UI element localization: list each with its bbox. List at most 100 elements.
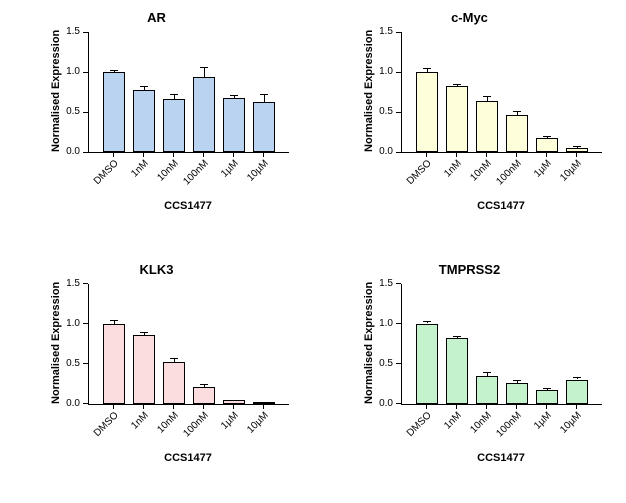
error-cap [573,377,581,378]
ytick-label: 1.5 [363,278,393,289]
xtick-mark [546,152,547,157]
ytick-label: 0.5 [363,358,393,369]
xtick-mark [456,404,457,409]
ytick-label: 0.0 [363,146,393,157]
error-cap [483,372,491,373]
bar [223,400,245,403]
xtick-mark [576,404,577,409]
error-cap [200,384,208,385]
chart-title: AR [0,10,313,25]
ytick-mark [83,363,88,364]
bar [163,99,185,152]
panel-klk3: KLK3Normalised Expression0.00.51.01.5DMS… [0,252,313,503]
chart-title: c-Myc [313,10,626,25]
chart-title: TMPRSS2 [313,262,626,277]
error-cap [200,67,208,68]
error-cap [230,400,238,401]
bar [193,387,215,404]
ytick-mark [396,112,401,113]
panel-c-myc: c-MycNormalised Expression0.00.51.01.5DM… [313,0,626,252]
x-axis-label: CCS1477 [88,200,288,212]
xtick-mark [426,152,427,157]
ytick-mark [83,403,88,404]
error-cap [483,96,491,97]
xtick-mark [203,152,204,157]
bar [416,324,438,404]
y-axis-label: Normalised Expression [50,284,62,404]
bar [446,338,468,404]
ytick-label: 0.0 [50,398,80,409]
error-cap [573,146,581,147]
bar [193,77,215,152]
error-cap [453,84,461,85]
panel-tmprss2: TMPRSS2 Normalised Expression0.0 0.5 1.0 1.5… [313,252,626,503]
error-cap [543,136,551,137]
ytick-label: 0.0 [50,146,80,157]
ytick-label: 0.0 [363,398,393,409]
x-axis-label: CCS1477 [401,200,601,212]
error-cap [230,95,238,96]
xtick-mark [516,152,517,157]
ytick-mark [396,72,401,73]
xtick-mark [426,404,427,409]
bar [103,324,125,404]
ytick-label: 1.5 [50,278,80,289]
bar [253,102,275,152]
bar [476,101,498,152]
ytick-mark [83,323,88,324]
xtick-mark [143,152,144,157]
xtick-mark [456,152,457,157]
ytick-mark [83,72,88,73]
ytick-label: 1.5 [363,26,393,37]
xtick-mark [113,152,114,157]
error-cap [260,402,268,403]
ytick-mark [83,152,88,153]
panel-ar: ARNormalised Expression0.00.51.01.5DMSO1… [0,0,313,252]
ytick-mark [396,363,401,364]
xtick-mark [486,404,487,409]
plot-area [401,284,602,405]
ytick-mark [396,403,401,404]
xtick-mark [143,404,144,409]
xtick-mark [173,404,174,409]
error-cap [170,358,178,359]
xtick-mark [203,404,204,409]
ytick-mark [83,283,88,284]
ytick-mark [396,283,401,284]
bar [506,383,528,404]
bar [566,380,588,404]
ytick-label: 1.0 [363,318,393,329]
bar [566,148,588,152]
plot-area [88,284,289,405]
bar [506,115,528,152]
ytick-mark [396,152,401,153]
error-bar [264,94,265,102]
ytick-mark [396,323,401,324]
xtick-mark [233,404,234,409]
ytick-label: 0.5 [50,106,80,117]
error-cap [170,94,178,95]
ytick-label: 0.5 [363,106,393,117]
error-cap [260,94,268,95]
bar [446,86,468,152]
bar [103,72,125,152]
ytick-label: 1.0 [50,318,80,329]
xtick-mark [233,152,234,157]
bar [223,98,245,152]
error-bar [204,67,205,77]
xtick-mark [263,152,264,157]
xtick-mark [516,404,517,409]
bar [536,390,558,404]
y-axis-label: Normalised Expression [363,284,375,404]
x-axis-label: CCS1477 [88,452,288,464]
ytick-label: 1.0 [363,66,393,77]
error-cap [543,388,551,389]
ytick-mark [396,32,401,33]
y-axis-label: Normalised Expression [363,32,375,152]
chart-title: KLK3 [0,262,313,277]
xtick-mark [263,404,264,409]
bar [133,90,155,152]
x-axis-label: CCS1477 [401,452,601,464]
bar [416,72,438,152]
xtick-mark [486,152,487,157]
